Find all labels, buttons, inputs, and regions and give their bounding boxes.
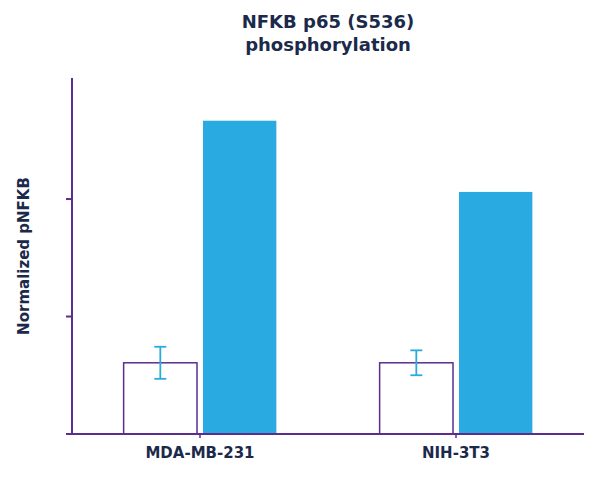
error-stem xyxy=(159,347,161,379)
chart-container: MDA-MB-231 NIH-3T3 Normalized pNFKB NFKB p6… xyxy=(0,0,608,486)
x-tick-label: MDA-MB-231 xyxy=(145,444,254,462)
error-bar xyxy=(410,350,422,375)
y-tick xyxy=(66,316,72,318)
bar xyxy=(203,121,276,434)
error-stem xyxy=(415,350,417,375)
chart-svg: MDA-MB-231 NIH-3T3 Normalized pNFKB NFKB p6… xyxy=(0,0,608,486)
series xyxy=(203,121,532,434)
title-line: NFKB p65 (S536) xyxy=(242,11,415,32)
marks xyxy=(124,121,533,434)
error-cap xyxy=(410,374,422,376)
error-bar xyxy=(154,347,166,379)
page: {"chart_data": {"type": "bar", "title": … xyxy=(0,0,608,486)
y-tick xyxy=(66,198,72,200)
error-cap xyxy=(154,346,166,348)
title: NFKB p65 (S536)phosphorylation xyxy=(242,11,415,55)
y-axis-label: Normalized pNFKB xyxy=(15,177,33,335)
x-axis-line xyxy=(72,433,584,435)
error-cap xyxy=(154,378,166,380)
y-axis-line xyxy=(71,78,73,434)
y-tick xyxy=(66,433,72,435)
axes: MDA-MB-231 NIH-3T3 xyxy=(66,78,584,462)
x-tick xyxy=(455,434,457,438)
error-cap xyxy=(410,349,422,351)
bar xyxy=(459,192,532,434)
x-tick-label: NIH-3T3 xyxy=(422,444,490,462)
series xyxy=(124,347,453,434)
title-line: phosphorylation xyxy=(245,34,411,55)
x-tick xyxy=(199,434,201,438)
